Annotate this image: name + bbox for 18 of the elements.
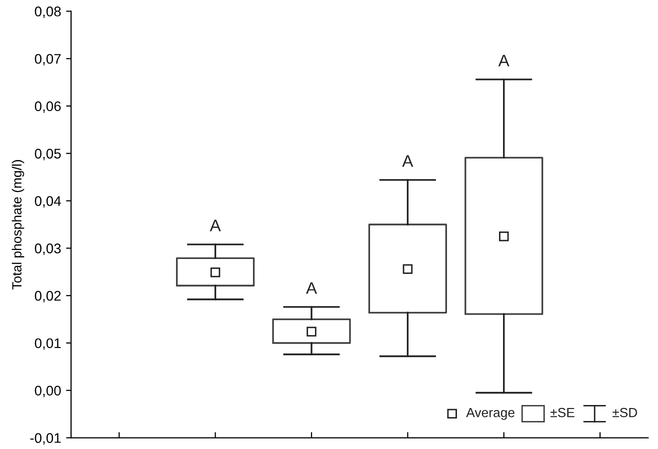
y-tick-label: 0,00 xyxy=(34,386,61,398)
text: A xyxy=(498,54,510,66)
text: A xyxy=(306,282,318,294)
annotation: ±SE xyxy=(550,408,574,418)
y-axis-title: Total phosphate (mg/l) xyxy=(12,160,24,290)
text: A xyxy=(402,155,414,167)
y-tick-label: 0,01 xyxy=(34,338,61,350)
text: A xyxy=(210,220,221,232)
y-tick-label: 0,02 xyxy=(34,290,61,302)
y-tick-label: 0,03 xyxy=(34,244,61,256)
y-tick-label: 0,05 xyxy=(34,148,61,160)
annotation: Average xyxy=(466,408,514,420)
annotation: ±SD xyxy=(612,408,638,418)
y-tick-label: 0,06 xyxy=(34,101,61,113)
y-tick-label: 0,07 xyxy=(34,54,61,66)
y-tick-label: 0,08 xyxy=(34,6,61,18)
y-tick-label: 0,04 xyxy=(34,196,61,208)
y-tick-label: -0,01 xyxy=(30,433,61,445)
